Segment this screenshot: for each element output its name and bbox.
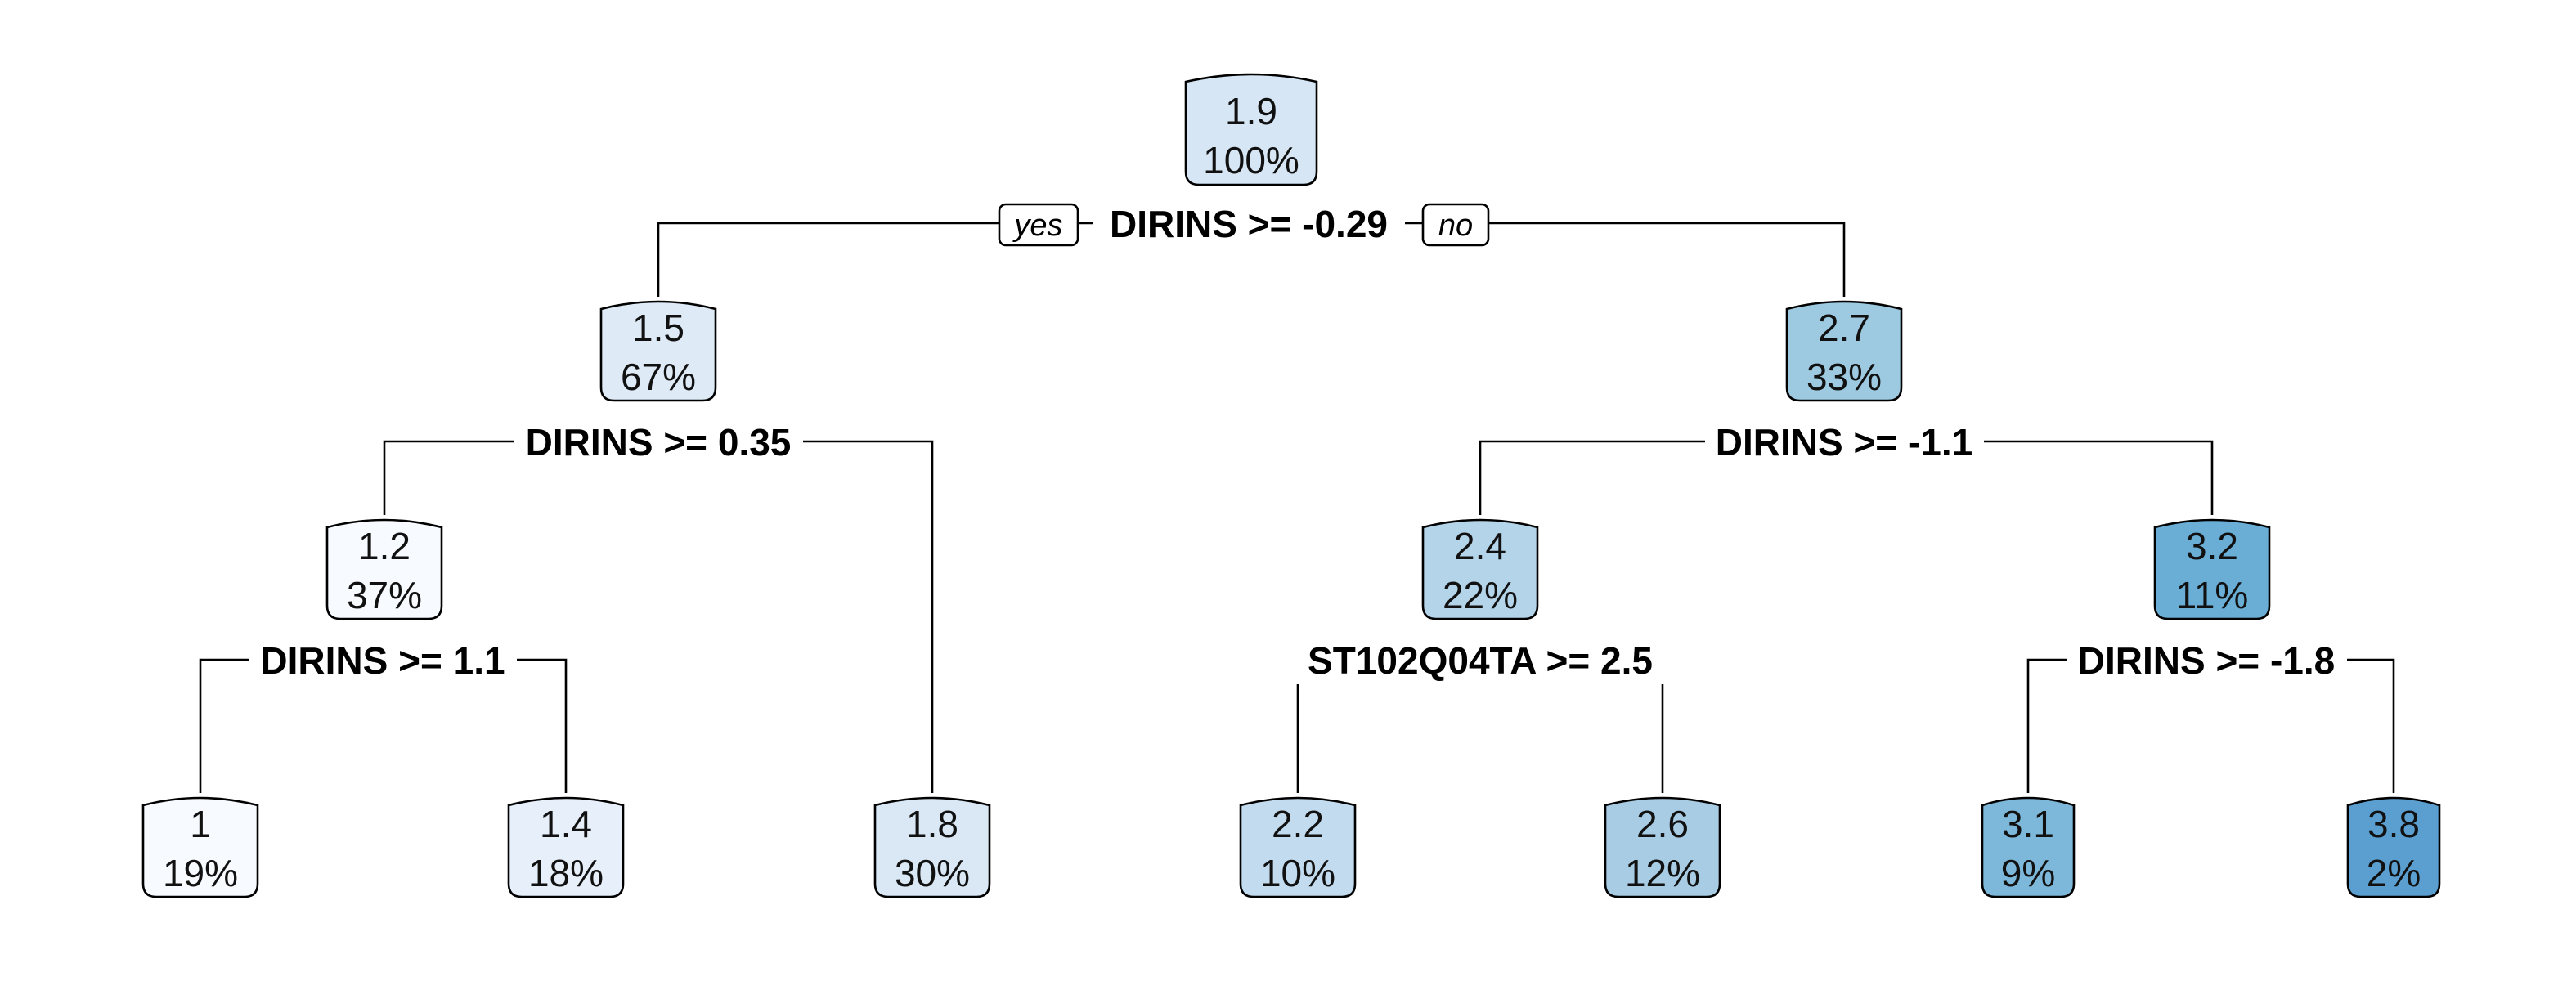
tree-leaf-2: 1.4 18% <box>507 796 625 898</box>
node-percent: 30% <box>895 852 970 894</box>
node-percent: 19% <box>163 852 238 894</box>
tree-node-left: 1.5 67% DIRINS >= 0.35 <box>526 300 792 464</box>
node-value: 1 <box>190 803 211 845</box>
split-label: ST102Q04TA >= 2.5 <box>1308 639 1653 682</box>
split-label: DIRINS >= -1.8 <box>2078 639 2335 682</box>
edge-rr-leaf7 <box>2347 658 2395 793</box>
no-label-box <box>1421 203 1490 247</box>
edge-right-rl <box>1479 440 1705 515</box>
split-label: DIRINS >= -1.1 <box>1716 421 1972 464</box>
node-value: 1.9 <box>1225 90 1277 132</box>
node-value: 3.1 <box>2002 803 2054 845</box>
node-value: 1.2 <box>358 525 411 567</box>
tree-leaf-6: 3.1 9% <box>1981 796 2076 898</box>
edge-root-left <box>657 222 999 297</box>
node-box <box>1604 796 1721 898</box>
node-percent: 67% <box>621 356 696 398</box>
node-value: 1.5 <box>632 307 684 349</box>
no-label: no <box>1438 208 1473 243</box>
yes-label: yes <box>1012 208 1062 243</box>
node-value: 1.4 <box>540 803 592 845</box>
tree-leaf-7: 3.8 2% <box>2346 796 2441 898</box>
node-value: 3.8 <box>2367 803 2420 845</box>
tree-leaf-5: 2.6 12% <box>1604 796 1721 898</box>
tree-node-root: 1.9 100% <box>1184 73 1318 186</box>
node-percent: 11% <box>2176 574 2249 616</box>
node-percent: 100% <box>1203 139 1299 181</box>
tree-leaf-4: 2.2 10% <box>1239 796 1357 898</box>
node-box <box>599 300 717 402</box>
root-split: yes no DIRINS >= -0.29 <box>998 203 1490 247</box>
edge-rr-leaf6 <box>2026 658 2067 793</box>
node-percent: 10% <box>1260 852 1335 894</box>
edge-left-leaf3 <box>803 440 934 793</box>
split-label: DIRINS >= -0.29 <box>1110 203 1388 245</box>
tree-leaf-1: 1 19% <box>141 796 259 898</box>
node-value: 2.2 <box>1272 803 1324 845</box>
node-value: 2.6 <box>1636 803 1689 845</box>
split-label: DIRINS >= 1.1 <box>260 639 505 682</box>
yes-label-box <box>998 203 1079 247</box>
node-percent: 37% <box>347 574 422 616</box>
node-value: 1.8 <box>906 803 958 845</box>
node-box <box>873 796 991 898</box>
edge-root-right <box>1488 222 1846 297</box>
node-box <box>1239 796 1357 898</box>
node-box <box>507 796 625 898</box>
tree-node-rr: 3.2 11% DIRINS >= -1.8 <box>2078 518 2335 682</box>
node-box <box>1785 300 1903 402</box>
node-box <box>1981 796 2076 898</box>
node-box <box>325 518 443 620</box>
node-value: 3.2 <box>2186 525 2238 567</box>
node-value: 2.7 <box>1818 307 1870 349</box>
tree-edges <box>199 222 2395 793</box>
node-box <box>1421 518 1539 620</box>
edge-right-rr <box>1984 440 2214 515</box>
tree-node-ll: 1.2 37% DIRINS >= 1.1 <box>260 518 505 682</box>
node-percent: 12% <box>1625 852 1700 894</box>
node-box <box>141 796 259 898</box>
tree-node-rl: 2.4 22% ST102Q04TA >= 2.5 <box>1308 518 1653 682</box>
tree-leaf-3: 1.8 30% <box>873 796 991 898</box>
node-box <box>2153 518 2271 620</box>
node-percent: 33% <box>1806 356 1882 398</box>
node-value: 2.4 <box>1454 525 1506 567</box>
edge-ll-leaf1 <box>199 658 249 793</box>
node-box <box>1184 73 1318 186</box>
node-percent: 9% <box>2001 852 2055 894</box>
node-percent: 22% <box>1443 574 1518 616</box>
node-percent: 18% <box>528 852 604 894</box>
split-label: DIRINS >= 0.35 <box>526 421 792 464</box>
tree-node-right: 2.7 33% DIRINS >= -1.1 <box>1716 300 1972 464</box>
node-percent: 2% <box>2367 852 2421 894</box>
edge-left-ll <box>383 440 514 515</box>
node-box <box>2346 796 2441 898</box>
edge-ll-leaf2 <box>517 658 568 793</box>
